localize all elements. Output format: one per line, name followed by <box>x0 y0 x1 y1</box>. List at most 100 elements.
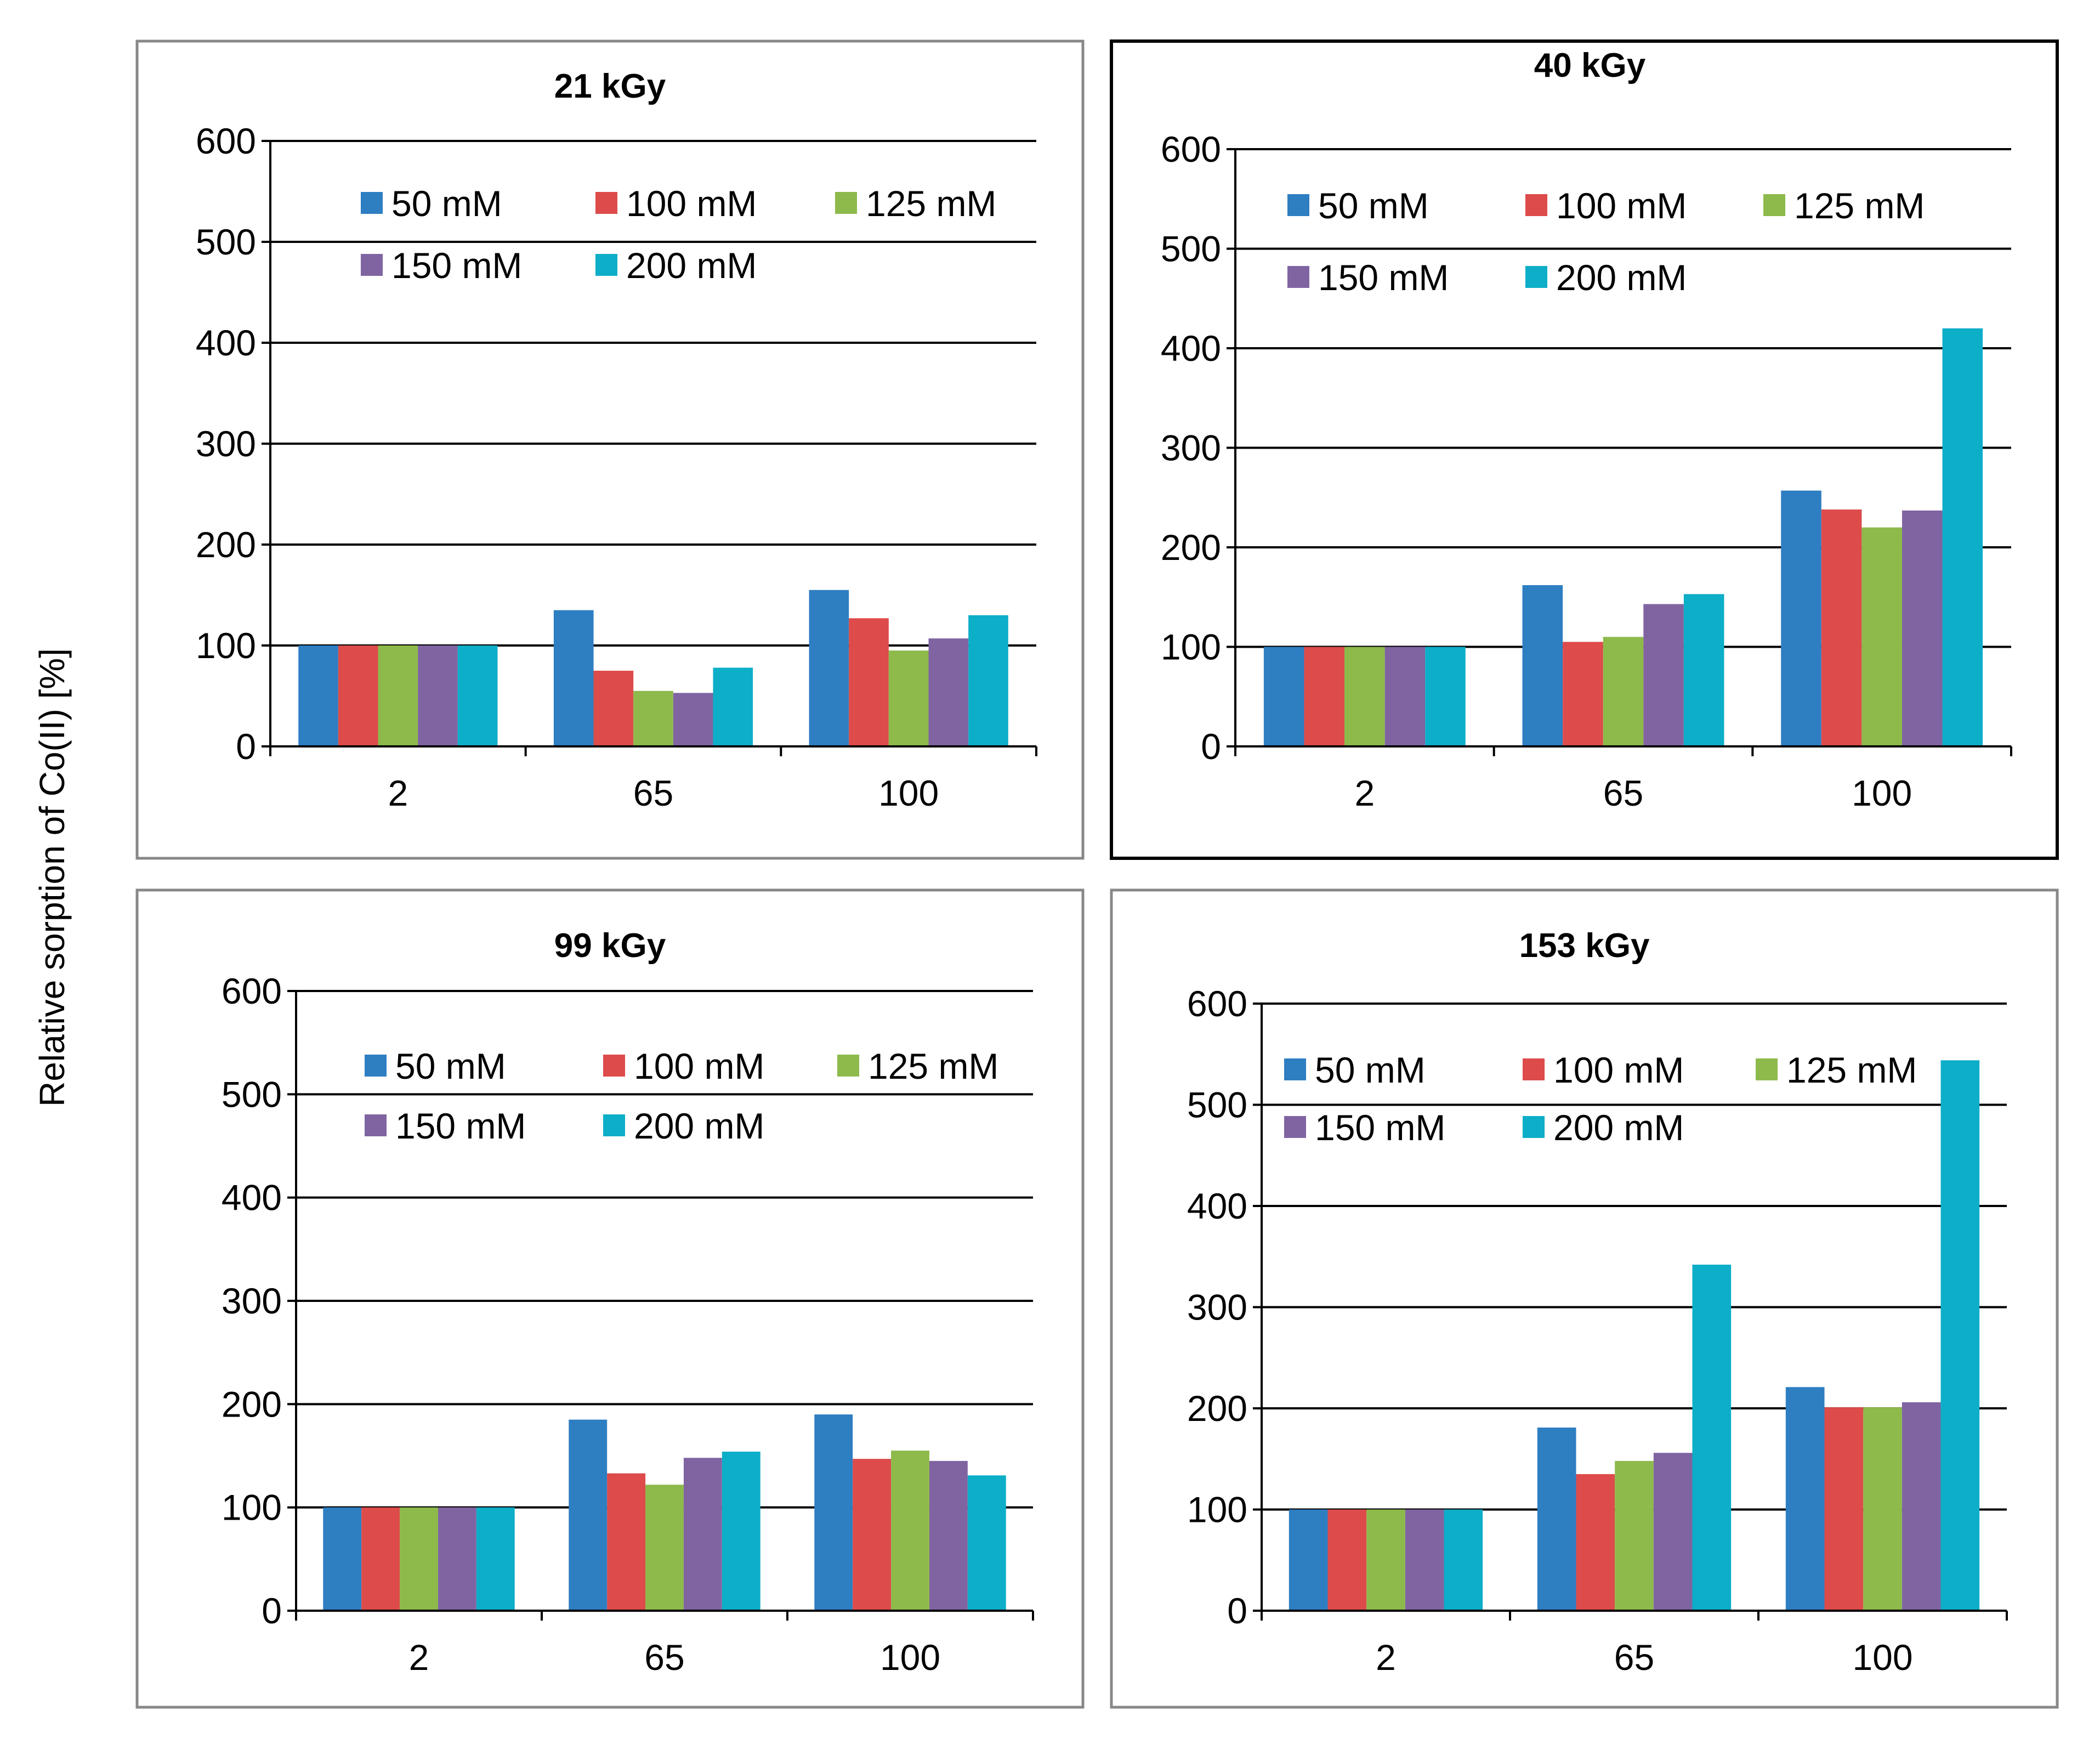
legend-swatch <box>1525 266 1547 288</box>
legend-swatch <box>603 1055 625 1077</box>
chart-title: 40 kGy <box>1534 47 1646 84</box>
legend-swatch <box>1756 1058 1778 1080</box>
bar-150mm-cat-100 <box>928 638 969 746</box>
legend-swatch <box>361 254 383 276</box>
bar-100mm-cat-65 <box>1576 1474 1615 1611</box>
bar-100mm-cat-100 <box>849 618 889 746</box>
x-tick-label: 65 <box>1603 773 1643 813</box>
x-tick-label: 100 <box>1852 773 1912 813</box>
bar-100mm-cat-100 <box>1824 1407 1864 1611</box>
y-tick-label: 300 <box>1161 428 1221 468</box>
bar-125mm-cat-100 <box>1861 527 1902 746</box>
legend-label: 125 mM <box>866 183 996 224</box>
bar-100mm-cat-2 <box>1327 1509 1367 1611</box>
y-tick-label: 500 <box>1161 229 1221 269</box>
y-tick-label: 500 <box>196 222 256 262</box>
legend-label: 100 mM <box>626 183 757 224</box>
bar-125mm-cat-65 <box>633 690 673 746</box>
bar-200mm-cat-100 <box>1940 1060 1980 1611</box>
x-tick-label: 65 <box>633 773 673 813</box>
bar-150mm-cat-100 <box>929 1460 968 1611</box>
legend-label: 50 mM <box>1315 1050 1426 1090</box>
bar-125mm-cat-65 <box>645 1485 684 1611</box>
x-tick-label: 100 <box>878 773 939 813</box>
legend: 50 mM 100 mM 125 mM 150 mM 200 mM <box>365 1046 998 1146</box>
x-tick-label: 2 <box>388 773 408 813</box>
bar-200mm-cat-2 <box>1444 1509 1483 1611</box>
bar-150mm-cat-100 <box>1902 510 1943 746</box>
bar-50mm-cat-2 <box>323 1507 362 1611</box>
x-tick-label: 100 <box>880 1637 940 1678</box>
bar-50mm-cat-2 <box>1263 647 1304 746</box>
bar-125mm-cat-100 <box>891 1451 929 1611</box>
legend-label: 125 mM <box>868 1046 998 1086</box>
bar-50mm-cat-65 <box>1537 1428 1576 1611</box>
bar-50mm-cat-100 <box>814 1414 853 1611</box>
legend: 50 mM 100 mM 125 mM 150 mM 200 mM <box>1284 1050 1917 1148</box>
legend-label: 200 mM <box>1556 257 1687 298</box>
bar-100mm-cat-65 <box>1563 642 1603 746</box>
legend-label: 200 mM <box>634 1106 764 1146</box>
legend: 50 mM 100 mM 125 mM 150 mM 200 mM <box>1287 185 1925 298</box>
legend-label: 125 mM <box>1786 1050 1917 1090</box>
bar-100mm-cat-100 <box>853 1459 892 1611</box>
legend-swatch <box>1284 1058 1306 1080</box>
bar-200mm-cat-100 <box>1942 328 1983 746</box>
y-tick-label: 300 <box>222 1281 282 1321</box>
bar-50mm-cat-65 <box>1522 585 1563 746</box>
y-tick-label: 0 <box>236 726 256 767</box>
legend-swatch <box>1523 1058 1545 1080</box>
y-tick-label: 600 <box>222 971 282 1011</box>
bar-125mm-cat-2 <box>1366 1509 1405 1611</box>
bar-125mm-cat-65 <box>1603 637 1644 746</box>
legend-label: 150 mM <box>1318 257 1449 298</box>
legend-swatch <box>361 192 383 214</box>
legend-label: 50 mM <box>1318 185 1429 226</box>
legend-swatch <box>835 192 857 214</box>
chart-title: 99 kGy <box>554 927 666 965</box>
y-tick-label: 400 <box>1187 1186 1247 1226</box>
bar-125mm-cat-2 <box>1344 647 1385 746</box>
bar-200mm-cat-65 <box>1683 594 1724 746</box>
legend-label: 150 mM <box>391 245 522 286</box>
chart-title: 153 kGy <box>1519 927 1650 965</box>
legend-swatch <box>1287 194 1309 216</box>
bar-50mm-cat-2 <box>1289 1509 1328 1611</box>
y-tick-label: 0 <box>1227 1590 1247 1631</box>
bar-125mm-cat-2 <box>400 1507 438 1611</box>
y-tick-label: 0 <box>262 1590 282 1631</box>
y-tick-label: 100 <box>1187 1490 1247 1530</box>
legend-label: 50 mM <box>391 183 502 224</box>
chart-panel-3: 99 kGy 0 100 200 300 400 500 600 2 65 100 50 mM 100 … <box>135 888 1085 1709</box>
bar-200mm-cat-65 <box>1692 1265 1732 1611</box>
y-tick-label: 200 <box>196 524 256 565</box>
bar-100mm-cat-2 <box>1304 647 1345 746</box>
legend-label: 150 mM <box>395 1106 526 1146</box>
bar-200mm-cat-100 <box>968 615 1008 746</box>
bar-150mm-cat-2 <box>1405 1509 1444 1611</box>
legend-label: 50 mM <box>395 1046 506 1086</box>
y-tick-label: 300 <box>1187 1287 1247 1328</box>
legend-label: 100 mM <box>1556 185 1687 226</box>
y-tick-label: 100 <box>222 1487 282 1528</box>
x-tick-label: 2 <box>409 1637 429 1678</box>
legend-label: 100 mM <box>634 1046 764 1086</box>
y-tick-label: 100 <box>196 625 256 666</box>
bar-200mm-cat-2 <box>476 1507 515 1611</box>
legend-swatch <box>595 254 617 276</box>
legend-swatch <box>1525 194 1547 216</box>
y-tick-label: 400 <box>1161 328 1221 369</box>
y-tick-label: 600 <box>1161 129 1221 169</box>
legend-swatch <box>365 1055 387 1077</box>
bar-150mm-cat-2 <box>1384 647 1426 746</box>
legend: 50 mM 100 mM 125 mM 150 mM 200 mM <box>361 183 996 286</box>
bar-125mm-cat-100 <box>888 650 929 746</box>
bar-150mm-cat-65 <box>1643 604 1684 746</box>
y-tick-label: 100 <box>1161 627 1221 667</box>
legend-label: 200 mM <box>1553 1107 1684 1148</box>
bar-100mm-cat-65 <box>593 671 634 746</box>
y-tick-label: 0 <box>1201 726 1221 767</box>
legend-swatch <box>1287 266 1309 288</box>
y-tick-label: 200 <box>222 1384 282 1424</box>
